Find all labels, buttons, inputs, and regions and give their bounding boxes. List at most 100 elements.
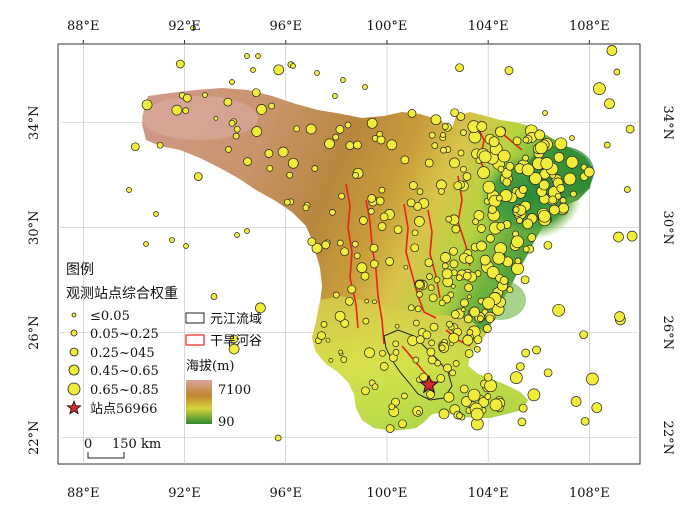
- station-point: [367, 194, 377, 203]
- legend-class-1: ≤0.05: [90, 309, 130, 324]
- station-point: [522, 218, 534, 230]
- station-point: [364, 347, 375, 359]
- station-point: [274, 434, 282, 442]
- station-point: [268, 102, 275, 110]
- station-point: [469, 306, 480, 318]
- station-point: [464, 283, 473, 292]
- station-point: [344, 121, 352, 129]
- station-point: [495, 126, 506, 138]
- station-point: [485, 314, 495, 324]
- station-point: [441, 262, 449, 270]
- station-point: [489, 398, 503, 412]
- station-point: [126, 187, 132, 193]
- station-point: [371, 383, 379, 391]
- station-point: [476, 240, 487, 252]
- station-point: [419, 372, 428, 382]
- station-point: [336, 239, 344, 247]
- station-point: [456, 112, 466, 121]
- station-point: [559, 197, 567, 204]
- station-point: [549, 204, 560, 216]
- legend-station-label: 站点56966: [90, 402, 157, 417]
- station-point: [317, 331, 326, 340]
- station-point: [540, 157, 554, 170]
- station-point: [359, 216, 368, 225]
- station-point: [210, 293, 218, 300]
- station-point: [379, 362, 389, 371]
- station-point: [264, 149, 274, 158]
- lat-tick-left: 34°N: [27, 106, 42, 140]
- station-point: [366, 117, 378, 129]
- station-point: [251, 88, 261, 98]
- station-point: [449, 259, 459, 269]
- station-point: [438, 344, 446, 352]
- station-point: [456, 412, 463, 419]
- station-point: [225, 146, 232, 153]
- station-point: [422, 330, 432, 340]
- station-point: [416, 291, 423, 298]
- lat-tick-right: 26°N: [660, 316, 675, 350]
- station-point: [311, 242, 323, 254]
- station-point: [427, 355, 437, 365]
- station-point: [340, 77, 346, 83]
- station-point: [518, 185, 528, 194]
- station-point: [409, 181, 418, 190]
- station-point: [473, 345, 481, 353]
- station-point: [345, 141, 355, 150]
- station-point: [527, 388, 541, 402]
- station-point: [511, 235, 524, 249]
- valley-jinsha: [403, 203, 437, 319]
- station-point: [335, 125, 345, 134]
- lon-tick-bottom: 92°E: [168, 486, 201, 501]
- valley-nu: [345, 183, 359, 329]
- station-point: [377, 222, 387, 231]
- station-point: [440, 146, 447, 154]
- station-point: [613, 68, 621, 76]
- station-point: [479, 254, 491, 266]
- station-point: [462, 271, 472, 281]
- station-point: [385, 424, 395, 433]
- station-point: [613, 231, 624, 243]
- station-point: [443, 363, 452, 373]
- station-point: [360, 271, 370, 281]
- station-point: [483, 324, 492, 333]
- station-point: [486, 266, 500, 279]
- station-point: [141, 99, 153, 111]
- station-point: [543, 240, 553, 250]
- legend-symbol-class-3: [69, 347, 79, 357]
- station-point: [518, 403, 528, 413]
- station-point: [372, 299, 377, 305]
- station-point: [182, 107, 190, 114]
- station-point: [477, 166, 490, 179]
- lat-tick-right: 22°N: [660, 421, 675, 455]
- station-point: [369, 259, 379, 269]
- legend-class-4: 0.45~0.65: [90, 364, 159, 379]
- station-point: [130, 142, 140, 152]
- station-point: [449, 369, 456, 377]
- station-point: [364, 298, 370, 304]
- station-point: [398, 419, 407, 429]
- station-point: [446, 320, 453, 328]
- station-point: [473, 335, 483, 345]
- station-point: [517, 417, 527, 427]
- station-point: [328, 358, 334, 363]
- station-point: [462, 334, 474, 346]
- station-point: [427, 284, 435, 292]
- station-point: [324, 138, 335, 150]
- station-point: [153, 211, 159, 217]
- station-point: [347, 284, 357, 294]
- station-point: [190, 25, 196, 31]
- station-point: [412, 319, 420, 327]
- station-point: [460, 165, 467, 173]
- station-point: [430, 114, 442, 126]
- station-point: [255, 53, 261, 59]
- station-point: [251, 126, 263, 137]
- station-point: [460, 307, 466, 312]
- station-point: [488, 136, 500, 148]
- station-point: [532, 345, 541, 355]
- station-point: [244, 228, 250, 234]
- station-point: [478, 396, 489, 408]
- station-point: [367, 208, 375, 215]
- legend-star-icon: [66, 399, 82, 415]
- scale-zero-label: 0: [84, 437, 92, 452]
- station-point: [554, 192, 562, 200]
